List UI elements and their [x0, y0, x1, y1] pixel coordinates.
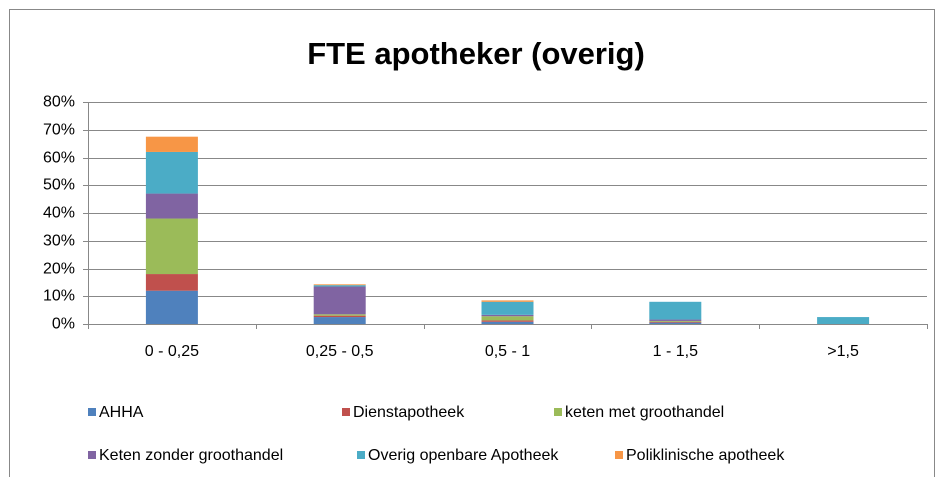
- legend-swatch: [342, 408, 350, 416]
- bar-segment: [313, 315, 366, 318]
- y-tick-label: 50%: [43, 177, 75, 194]
- legend-label: AHHA: [99, 404, 144, 421]
- bar-segment: [313, 317, 366, 324]
- bar-segment: [649, 320, 702, 322]
- x-tick-label: 0 - 0,25: [145, 343, 199, 360]
- legend-label: Overig openbare Apotheek: [368, 447, 559, 464]
- bar-segment: [313, 314, 366, 316]
- y-tick-label: 30%: [43, 233, 75, 250]
- bar-segment: [481, 316, 534, 321]
- legend-label: Dienstapotheek: [353, 404, 465, 421]
- bar-segment: [481, 321, 534, 324]
- y-tick-label: 60%: [43, 150, 75, 167]
- bar-segment: [481, 300, 534, 302]
- x-tick-label: 0,5 - 1: [485, 343, 530, 360]
- legend-swatch: [554, 408, 562, 416]
- legend-label: Keten zonder groothandel: [99, 447, 283, 464]
- y-tick-label: 0%: [52, 316, 75, 333]
- bar-segment: [649, 322, 702, 324]
- bar-segment: [145, 151, 198, 194]
- bar-segment: [817, 317, 870, 324]
- bar-segment: [649, 321, 702, 323]
- legend-swatch: [88, 451, 96, 459]
- chart-title: FTE apotheker (overig): [307, 36, 645, 71]
- y-tick-label: 80%: [43, 94, 75, 111]
- bar-segment: [481, 320, 534, 322]
- y-tick-label: 40%: [43, 205, 75, 222]
- bar-segment: [145, 218, 198, 275]
- bar-segment: [145, 136, 198, 152]
- bar-segment: [145, 274, 198, 291]
- y-tick-label: 20%: [43, 261, 75, 278]
- x-tick-label: 1 - 1,5: [653, 343, 698, 360]
- bar-segment: [481, 301, 534, 315]
- bar-segment: [481, 314, 534, 317]
- legend-swatch: [88, 408, 96, 416]
- bar-segment: [313, 285, 366, 287]
- legend-swatch: [357, 451, 365, 459]
- bar-segment: [649, 301, 702, 320]
- bar-segment: [145, 193, 198, 219]
- bar-segment: [313, 284, 366, 286]
- y-tick-label: 70%: [43, 122, 75, 139]
- x-tick-label: 0,25 - 0,5: [306, 343, 374, 360]
- bar-segment: [145, 290, 198, 324]
- legend-swatch: [615, 451, 623, 459]
- bar-segment: [313, 286, 366, 315]
- legend-label: keten met groothandel: [565, 404, 724, 421]
- legend-label: Poliklinische apotheek: [626, 447, 785, 464]
- x-tick-label: >1,5: [827, 343, 859, 360]
- bar-segment: [649, 319, 702, 321]
- y-tick-label: 10%: [43, 288, 75, 305]
